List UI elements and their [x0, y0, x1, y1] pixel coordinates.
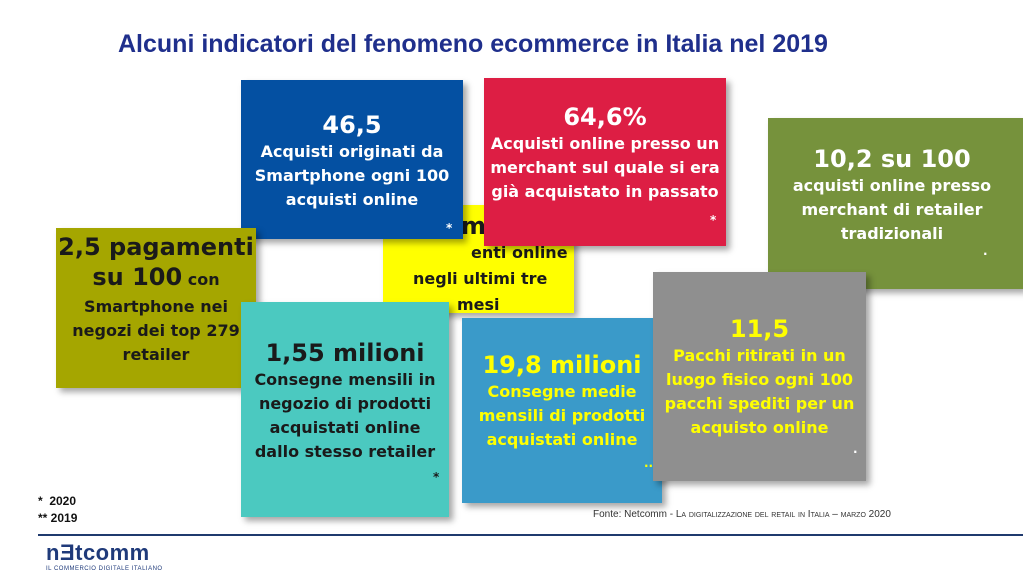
footnote-marker: * [433, 470, 440, 484]
footnotes-legend: * 2020 ** 2019 [38, 493, 77, 527]
source-title: La digitalizzazione del retail in Italia… [675, 509, 891, 520]
box-text-line: acquistati online [486, 430, 638, 449]
box-text-line: merchant sul quale si era [490, 158, 720, 177]
page-title: Alcuni indicatori del fenomeno ecommerce… [118, 30, 828, 58]
box-text-line: merchant di retailer [801, 200, 983, 219]
box-text-line: già acquistato in passato [491, 182, 719, 201]
box-text-line: Smartphone ogni 100 [254, 166, 450, 185]
footer-divider [38, 534, 1023, 536]
source-prefix: Fonte: Netcomm - [593, 509, 676, 520]
logo-tagline: IL COMMERCIO DIGITALE ITALIANO [46, 566, 163, 572]
box-text-line: Consegne medie [487, 382, 637, 401]
box-value: 19,8 milioni [482, 351, 642, 379]
box-text-line: acquisti online presso [792, 176, 992, 195]
box-value: 64,6% [563, 103, 647, 131]
box-text-line: negozi dei top 279 [72, 321, 240, 340]
box-value-suffix: con [182, 270, 220, 289]
footnote-2019: ** 2019 [38, 511, 78, 525]
indicator-box-monthly-deliveries: 19,8 milioni Consegne medie mensili di p… [462, 318, 662, 503]
indicator-box-parcel-pickups: 11,5 Pacchi ritirati in un luogo fisico … [653, 272, 866, 481]
box-value: 2,5 pagamenti [58, 233, 254, 261]
box-text-line: Consegne mensili in [254, 370, 436, 389]
box-value: 1,55 milioni [265, 339, 425, 367]
box-text-line: mesi [457, 295, 500, 314]
box-text-line: retailer [122, 345, 190, 364]
box-text-line: pacchi spediti per un [664, 394, 855, 413]
box-value-number: su 100 [92, 263, 183, 291]
indicator-box-smartphone-purchases: 46,5 Acquisti originati da Smartphone og… [241, 80, 463, 239]
footnote-marker: . [853, 442, 858, 456]
box-value-line2: su 100 con [56, 262, 256, 295]
box-text-line: acquistati online [269, 418, 421, 437]
box-text-line: enti online [471, 243, 568, 262]
indicator-box-repeat-merchant: 64,6% Acquisti online presso un merchant… [484, 78, 726, 246]
footnote-marker: * [446, 221, 453, 235]
box-text-line: Pacchi ritirati in un [673, 346, 846, 365]
indicator-box-store-deliveries: 1,55 milioni Consegne mensili in negozio… [241, 302, 449, 517]
box-text-line: Acquisti online presso un [490, 134, 720, 153]
box-text-line: luogo fisico ogni 100 [665, 370, 854, 389]
box-value: 10,2 su 100 [813, 145, 971, 173]
footnote-2020: * 2020 [38, 494, 77, 508]
box-value: m [461, 212, 487, 240]
box-value: 46,5 [322, 111, 382, 139]
box-value: 11,5 [729, 315, 790, 343]
box-text-line: tradizionali [840, 224, 944, 243]
source-citation: Fonte: Netcomm - La digitalizzazione del… [593, 509, 891, 520]
box-text-line: negli ultimi tre [413, 269, 548, 288]
box-text-line: acquisti online [285, 190, 419, 209]
footnote-marker: . [983, 244, 988, 258]
netcomm-logo: nƎtcomm [46, 540, 150, 565]
indicator-box-smartphone-payments: 2,5 pagamenti su 100 con Smartphone nei … [56, 228, 256, 388]
box-text-line: dallo stesso retailer [254, 442, 436, 461]
indicator-box-traditional-retailers: 10,2 su 100 acquisti online presso merch… [768, 118, 1023, 289]
box-text-line: acquisto online [690, 418, 829, 437]
footnote-marker: * [710, 213, 717, 227]
box-text-line: mensili di prodotti [478, 406, 646, 425]
box-text-line: Acquisti originati da [260, 142, 444, 161]
box-text-line: Smartphone nei [84, 297, 228, 316]
box-text-line: negozio di prodotti [258, 394, 432, 413]
footnote-marker: .. [644, 456, 654, 470]
